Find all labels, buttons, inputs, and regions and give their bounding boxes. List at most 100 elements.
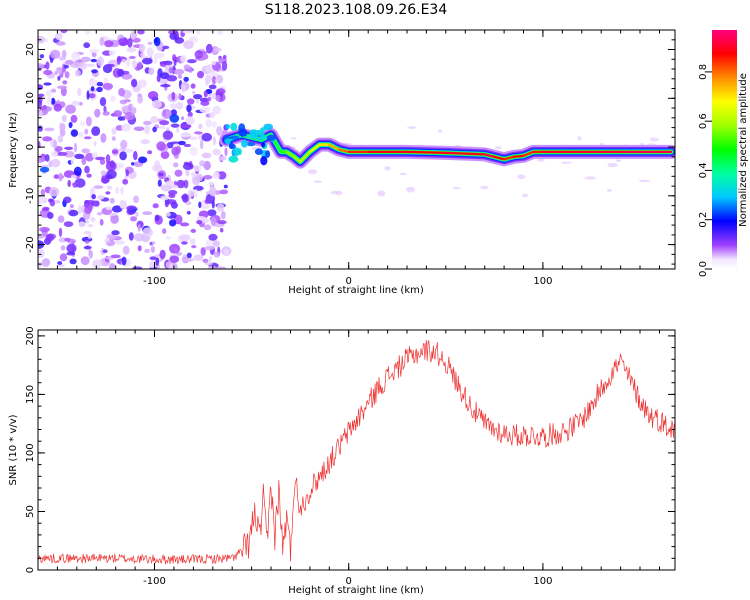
noise-blob xyxy=(64,71,70,79)
noise-blob xyxy=(56,67,63,72)
noise-blob xyxy=(44,38,48,43)
noise-blob xyxy=(38,99,43,108)
noise-blob xyxy=(181,83,186,93)
noise-blob xyxy=(203,90,208,98)
noise-blob xyxy=(70,204,74,209)
noise-blob xyxy=(53,174,59,179)
noise-blob xyxy=(62,80,68,85)
noise-blob xyxy=(223,184,228,189)
heatmap-ylabel: Frequency (Hz) xyxy=(8,112,19,188)
noise-speck xyxy=(606,189,612,192)
noise-blob xyxy=(121,116,126,121)
noise-blob xyxy=(64,146,74,150)
noise-blob xyxy=(99,159,106,165)
noise-speck xyxy=(537,158,545,162)
noise-blob xyxy=(207,96,212,102)
noise-speck xyxy=(452,187,461,190)
noise-blob xyxy=(117,162,125,169)
noise-blob xyxy=(196,220,203,225)
noise-blob xyxy=(38,156,46,163)
noise-blob xyxy=(70,157,75,165)
noise-blob xyxy=(119,99,128,105)
noise-blob xyxy=(60,86,67,97)
noise-blob xyxy=(122,245,130,255)
noise-blob xyxy=(96,86,103,93)
noise-blob xyxy=(60,30,68,34)
noise-blob xyxy=(150,245,155,253)
noise-blob xyxy=(140,139,150,145)
noise-blob xyxy=(207,209,217,217)
noise-blob xyxy=(157,179,162,187)
noise-blob xyxy=(212,136,216,146)
noise-blob xyxy=(108,50,116,56)
noise-blob xyxy=(159,125,166,130)
noise-blob xyxy=(169,219,177,227)
noise-blob xyxy=(168,67,174,74)
noise-blob xyxy=(39,166,50,173)
noise-blob xyxy=(94,108,101,118)
noise-blob xyxy=(38,248,45,258)
noise-blob xyxy=(193,185,204,191)
noise-blob xyxy=(105,191,111,195)
noise-blob xyxy=(84,199,89,209)
noise-blob xyxy=(199,160,205,166)
noise-blob xyxy=(110,254,121,259)
noise-speck xyxy=(517,174,526,180)
noise-blob xyxy=(198,123,203,130)
noise-blob xyxy=(91,69,98,74)
noise-blob xyxy=(126,47,137,53)
noise-blob xyxy=(93,185,104,190)
noise-blob xyxy=(173,68,185,75)
noise-blob xyxy=(121,58,126,63)
noise-blob xyxy=(83,136,92,140)
noise-blob xyxy=(142,211,153,216)
noise-blob xyxy=(161,108,172,119)
noise-blob xyxy=(137,245,142,252)
noise-blob xyxy=(183,179,189,189)
noise-blob xyxy=(203,175,213,180)
noise-blob xyxy=(216,125,223,136)
noise-blob xyxy=(202,258,209,263)
ridge-onset-blob xyxy=(230,122,238,131)
noise-blob xyxy=(80,121,86,126)
noise-blob xyxy=(205,74,212,84)
noise-blob xyxy=(169,255,180,263)
ridge-segment xyxy=(483,153,496,158)
noise-blob xyxy=(138,156,148,164)
noise-speck xyxy=(438,129,443,133)
noise-blob xyxy=(217,171,227,180)
noise-blob xyxy=(128,232,134,241)
heatmap-ytick-label: 0 xyxy=(25,144,36,150)
colorbar-tick-label: 0.2 xyxy=(698,212,709,228)
ridge-segment xyxy=(493,155,506,161)
noise-blob xyxy=(42,207,49,212)
noise-blob xyxy=(189,146,198,156)
noise-blob xyxy=(111,136,116,142)
noise-speck xyxy=(330,190,339,195)
noise-blob xyxy=(70,129,79,137)
noise-blob xyxy=(38,125,43,132)
noise-blob xyxy=(174,169,183,177)
noise-blob xyxy=(83,245,92,250)
noise-blob xyxy=(172,54,177,62)
noise-blob xyxy=(79,101,83,106)
noise-blob xyxy=(147,41,153,45)
noise-blob xyxy=(63,64,69,69)
noise-blob xyxy=(183,76,189,82)
noise-blob xyxy=(194,188,198,199)
noise-blob xyxy=(55,41,66,46)
noise-blob xyxy=(85,152,94,162)
noise-blob xyxy=(63,221,74,228)
noise-blob xyxy=(155,257,160,266)
noise-blob xyxy=(210,216,217,227)
line-ylabel: SNR (10 * v/v) xyxy=(8,414,19,485)
noise-blob xyxy=(111,127,117,135)
noise-blob xyxy=(181,116,185,120)
noise-blob xyxy=(211,200,215,209)
noise-blob xyxy=(223,248,229,256)
noise-blob xyxy=(56,264,66,268)
noise-blob xyxy=(181,193,189,203)
ridge-onset-blob xyxy=(260,156,268,166)
